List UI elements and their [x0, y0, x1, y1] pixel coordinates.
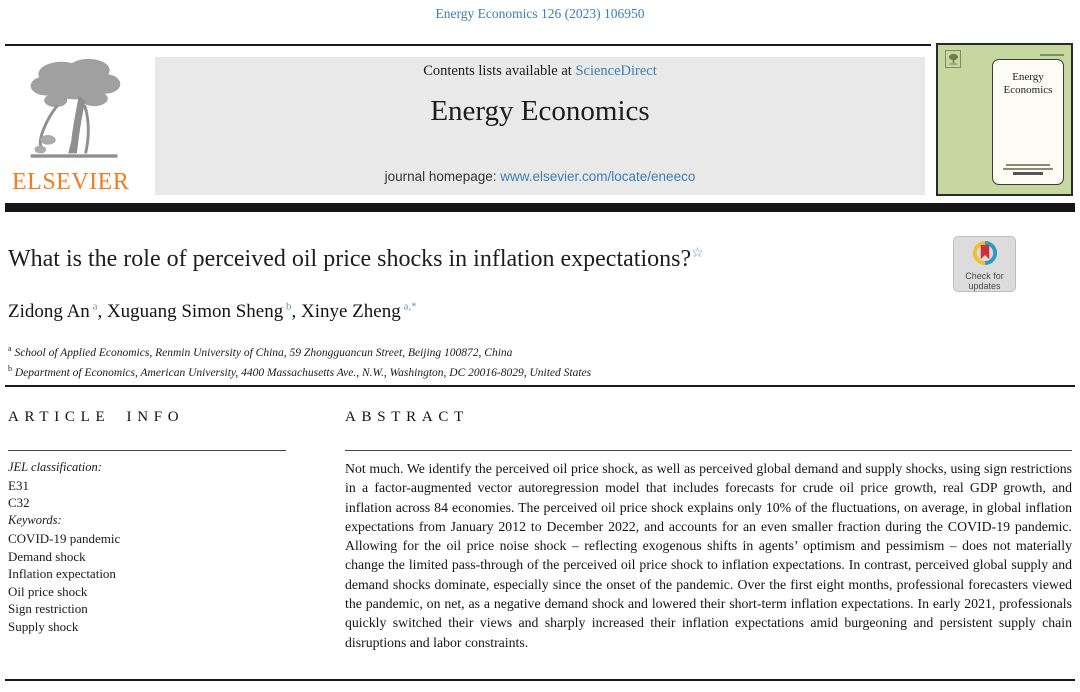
abstract-heading: ABSTRACT	[345, 409, 469, 425]
affiliation: b Department of Economics, American Univ…	[8, 363, 592, 379]
author: Xinye Zheng a,*	[300, 301, 417, 323]
keyword: Demand shock	[8, 548, 86, 564]
article-info-rule	[8, 450, 286, 451]
contents-line: Contents lists available at ScienceDirec…	[155, 63, 925, 80]
jel-classification-label: JEL classification:	[8, 460, 102, 474]
cover-fineprint	[993, 164, 1063, 175]
sciencedirect-link[interactable]: ScienceDirect	[575, 63, 657, 79]
cover-elsevier-mini-logo-icon	[945, 50, 961, 68]
bottom-rule	[5, 679, 1075, 681]
affiliation-rule	[5, 385, 1075, 387]
jel-code: C32	[8, 495, 30, 510]
homepage-link[interactable]: www.elsevier.com/locate/eneeco	[500, 169, 696, 184]
journal-cover-thumbnail: Energy Economics	[936, 43, 1073, 196]
affiliation-list: a School of Applied Economics, Renmin Un…	[8, 341, 591, 381]
top-rule	[5, 44, 931, 46]
author-list: Zidong An a, Xuguang Simon Sheng b, Xiny…	[8, 301, 417, 323]
author-affiliation-sup: a	[89, 301, 98, 313]
abstract-rule	[345, 450, 1072, 451]
keyword: Supply shock	[8, 618, 79, 634]
affiliation: a School of Applied Economics, Renmin Un…	[8, 344, 513, 359]
author: Xuguang Simon Sheng b,	[106, 301, 301, 323]
elsevier-wordmark: ELSEVIER	[12, 169, 130, 195]
author-affiliation-sup: b	[283, 301, 292, 313]
crossmark-icon	[971, 240, 999, 271]
keyword: Inflation expectation	[8, 566, 116, 581]
article-title: What is the role of perceived oil price …	[8, 246, 704, 272]
cover-journal-title: Energy Economics	[1003, 71, 1053, 96]
elsevier-logo-block: ELSEVIER	[10, 55, 140, 196]
jel-codes: E31 C32	[8, 477, 30, 511]
abstract-text: Not much. We identify the perceived oil …	[345, 461, 1072, 650]
elsevier-tree-icon	[10, 55, 140, 163]
header-divider-bar	[5, 203, 1075, 212]
author: Zidong An a,	[8, 301, 107, 323]
keyword-list: COVID-19 pandemic Demand shock Inflation e…	[8, 530, 120, 635]
article-info-heading: ARTICLE INFO	[8, 409, 185, 425]
jel-code: E31	[8, 478, 29, 493]
cover-volume-text	[1040, 54, 1064, 56]
check-for-updates-label: Check for updates	[965, 271, 1004, 291]
contents-prefix: Contents lists available at	[423, 63, 576, 79]
homepage-prefix: journal homepage:	[384, 169, 501, 184]
journal-citation: Energy Economics 126 (2023) 106950	[435, 6, 645, 21]
keyword: Oil price shock	[8, 583, 88, 599]
keywords-label: Keywords:	[8, 513, 62, 527]
check-for-updates-badge[interactable]: Check for updates	[953, 236, 1016, 292]
keyword: Sign restriction	[8, 601, 88, 616]
homepage-line: journal homepage: www.elsevier.com/locat…	[155, 169, 925, 184]
title-footnote-star[interactable]: ☆	[691, 246, 704, 261]
journal-title: Energy Economics	[430, 95, 650, 127]
cover-title-panel: Energy Economics	[992, 59, 1064, 185]
journal-banner: Contents lists available at ScienceDirec…	[155, 57, 925, 195]
keyword: COVID-19 pandemic	[8, 531, 121, 546]
author-affiliation-sup: a,*	[400, 301, 417, 313]
